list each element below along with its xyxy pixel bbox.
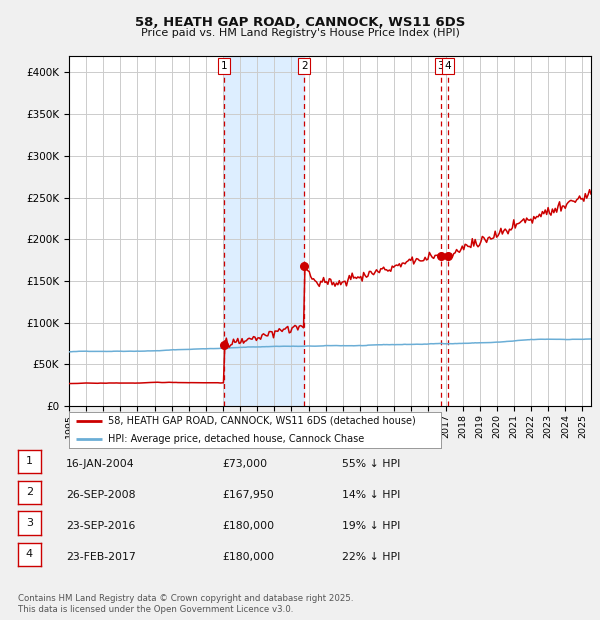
Text: HPI: Average price, detached house, Cannock Chase: HPI: Average price, detached house, Cann… [108,433,364,444]
Text: 19% ↓ HPI: 19% ↓ HPI [342,521,400,531]
Text: 4: 4 [26,549,33,559]
Text: This data is licensed under the Open Government Licence v3.0.: This data is licensed under the Open Gov… [18,604,293,614]
Text: 22% ↓ HPI: 22% ↓ HPI [342,552,400,562]
Text: 1: 1 [26,456,33,466]
Text: 26-SEP-2008: 26-SEP-2008 [66,490,136,500]
Text: 4: 4 [445,61,451,71]
Text: 16-JAN-2004: 16-JAN-2004 [66,459,134,469]
Text: 3: 3 [26,518,33,528]
Text: 23-SEP-2016: 23-SEP-2016 [66,521,136,531]
Text: 23-FEB-2017: 23-FEB-2017 [66,552,136,562]
Text: £180,000: £180,000 [222,552,274,562]
Text: £167,950: £167,950 [222,490,274,500]
Text: £73,000: £73,000 [222,459,267,469]
Text: 55% ↓ HPI: 55% ↓ HPI [342,459,400,469]
Text: 3: 3 [437,61,444,71]
Text: 2: 2 [301,61,307,71]
Text: 14% ↓ HPI: 14% ↓ HPI [342,490,400,500]
Text: Price paid vs. HM Land Registry's House Price Index (HPI): Price paid vs. HM Land Registry's House … [140,28,460,38]
Text: Contains HM Land Registry data © Crown copyright and database right 2025.: Contains HM Land Registry data © Crown c… [18,594,353,603]
Text: 58, HEATH GAP ROAD, CANNOCK, WS11 6DS (detached house): 58, HEATH GAP ROAD, CANNOCK, WS11 6DS (d… [108,415,416,426]
Text: 58, HEATH GAP ROAD, CANNOCK, WS11 6DS: 58, HEATH GAP ROAD, CANNOCK, WS11 6DS [135,16,465,29]
Text: 1: 1 [220,61,227,71]
Text: £180,000: £180,000 [222,521,274,531]
Bar [224,56,304,406]
Text: 2: 2 [26,487,33,497]
